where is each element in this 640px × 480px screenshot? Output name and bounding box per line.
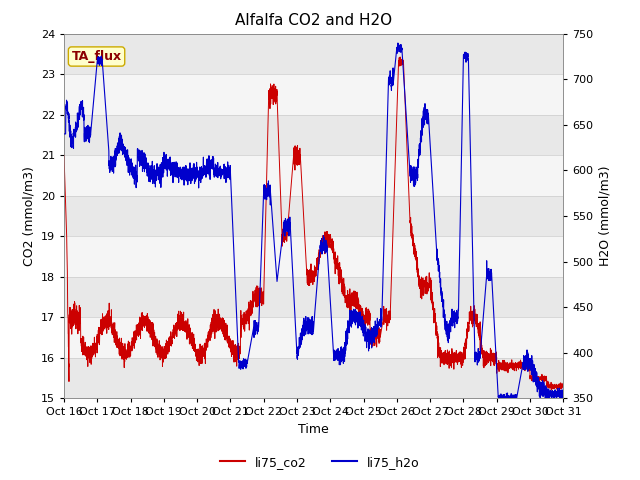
Y-axis label: H2O (mmol/m3): H2O (mmol/m3) — [599, 166, 612, 266]
Bar — [64, 115, 563, 155]
Bar — [64, 317, 563, 358]
Legend: li75_co2, li75_h2o: li75_co2, li75_h2o — [215, 451, 425, 474]
Bar — [64, 74, 563, 115]
Title: Alfalfa CO2 and H2O: Alfalfa CO2 and H2O — [235, 13, 392, 28]
Y-axis label: CO2 (mmol/m3): CO2 (mmol/m3) — [22, 166, 35, 266]
Bar — [64, 155, 563, 196]
X-axis label: Time: Time — [298, 423, 329, 436]
Bar — [64, 34, 563, 74]
Bar — [64, 277, 563, 317]
Bar — [64, 236, 563, 277]
Bar — [64, 358, 563, 398]
Bar — [64, 196, 563, 236]
Text: TA_flux: TA_flux — [72, 50, 122, 63]
